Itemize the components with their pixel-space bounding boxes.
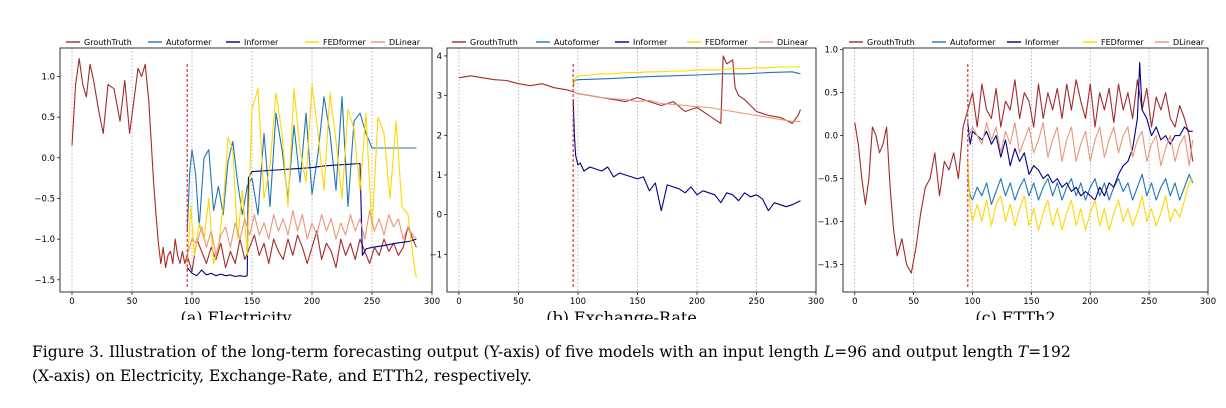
x-tick-label: 150	[244, 297, 260, 307]
legend-label: Informer	[1025, 38, 1060, 47]
y-tick-label: −1.5	[817, 261, 838, 271]
x-tick-label: 100	[964, 297, 980, 307]
legend-label: Autoformer	[554, 38, 600, 47]
legend-label: DLinear	[1173, 38, 1205, 47]
legend-label: FEDformer	[1101, 38, 1144, 47]
figure-canvas: 0 50 100 150 200 250 300−1.5−1.0−0.50.00.51.0G…	[34, 38, 1216, 320]
legend-label: Autoformer	[166, 38, 212, 47]
series-line-informer	[572, 99, 801, 212]
caption-part2: (X-axis) on Electricity, Exchange-Rate, …	[32, 367, 532, 385]
subcaption: (c) ETTh2	[975, 308, 1055, 320]
figure-caption: Figure 3. Illustration of the long-term …	[32, 340, 1198, 388]
series-line-autoformer	[967, 173, 1194, 205]
plot-frame	[446, 47, 817, 293]
caption-L-symbol: L	[823, 343, 835, 361]
series-line-dlinear	[572, 91, 801, 122]
caption-T-symbol: T	[1017, 343, 1029, 361]
y-tick-label: 3	[437, 92, 442, 102]
legend-label: Informer	[633, 38, 668, 47]
x-tick-label: 150	[1023, 297, 1039, 307]
x-tick-label: 300	[1200, 297, 1216, 307]
y-tick-label: −1.0	[34, 235, 55, 245]
series-line-grouthtruth	[71, 58, 417, 273]
chart-panel-2: 0 50 100 150 200 250 300 −1 0 1 2 3 4 GrouthTruth Auto…	[429, 38, 824, 320]
legend-label: GrouthTruth	[84, 38, 132, 47]
series-line-informer	[186, 162, 417, 278]
plot-frame	[59, 47, 433, 293]
x-tick-label: 0	[69, 297, 74, 307]
y-tick-label: −1.5	[34, 276, 55, 286]
caption-part1: Figure 3. Illustration of the long-term …	[32, 343, 824, 361]
plot-frame	[842, 47, 1209, 293]
legend-label: FEDformer	[323, 38, 366, 47]
legend-label: DLinear	[777, 38, 809, 47]
x-tick-label: 200	[689, 297, 705, 307]
legend-label: GrouthTruth	[470, 38, 518, 47]
y-tick-label: −0.5	[34, 194, 55, 204]
x-tick-label: 200	[1082, 297, 1098, 307]
x-tick-label: 250	[748, 297, 764, 307]
series-line-fedformer	[967, 161, 1194, 231]
x-tick-label: 0	[456, 297, 461, 307]
y-tick-label: 0	[437, 211, 442, 221]
x-tick-label: 0	[852, 297, 857, 307]
chart-panel-3: 0 50 100 150 200 250 300 −1.5 −1.0 −0.5 0.0 0.5 1.0 G…	[817, 38, 1216, 320]
series-line-grouthtruth	[854, 79, 1194, 274]
y-tick-label: 0.5	[824, 89, 838, 99]
series-line-autoformer	[572, 71, 801, 86]
legend-label: FEDformer	[705, 38, 748, 47]
y-tick-label: −0.5	[817, 175, 838, 185]
y-tick-label: 0.0	[41, 154, 55, 164]
series-line-autoformer	[186, 96, 417, 232]
y-tick-label: 0.5	[41, 113, 55, 123]
y-tick-label: 2	[437, 131, 442, 141]
y-tick-label: 0.0	[824, 132, 838, 142]
x-tick-label: 50	[127, 297, 138, 307]
y-tick-label: 1.0	[824, 46, 838, 56]
series-line-dlinear	[967, 122, 1194, 167]
legend-label: Autoformer	[950, 38, 996, 47]
subcaption: (a) Electricity	[180, 308, 291, 320]
series-line-fedformer	[572, 66, 801, 88]
y-tick-label: 4	[437, 52, 442, 62]
series-line-informer	[967, 62, 1193, 201]
legend-label: GrouthTruth	[867, 38, 915, 47]
x-tick-label: 250	[364, 297, 380, 307]
x-tick-label: 50	[908, 297, 919, 307]
x-tick-label: 100	[570, 297, 586, 307]
caption-L-value: =96 and output length	[834, 343, 1018, 361]
x-tick-label: 150	[629, 297, 645, 307]
chart-panel-1: 0 50 100 150 200 250 300 −1.5 −1.0 −0.5 0.0 0.5 1.0 G…	[34, 38, 440, 320]
y-tick-label: −1.0	[817, 218, 838, 228]
x-tick-label: 300	[424, 297, 440, 307]
y-tick-label: −1	[429, 250, 442, 260]
x-tick-label: 100	[184, 297, 200, 307]
x-tick-label: 50	[513, 297, 524, 307]
x-tick-label: 300	[808, 297, 824, 307]
y-tick-label: 1	[437, 171, 442, 181]
series-line-grouthtruth	[458, 55, 802, 124]
x-tick-label: 250	[1141, 297, 1157, 307]
legend-label: Informer	[244, 38, 279, 47]
subcaption: (b) Exchange-Rate	[546, 308, 697, 320]
series-line-dlinear	[186, 210, 417, 256]
legend-label: DLinear	[389, 38, 421, 47]
caption-T-value: =192	[1028, 343, 1071, 361]
y-tick-label: 1.0	[41, 72, 55, 82]
x-tick-label: 200	[304, 297, 320, 307]
